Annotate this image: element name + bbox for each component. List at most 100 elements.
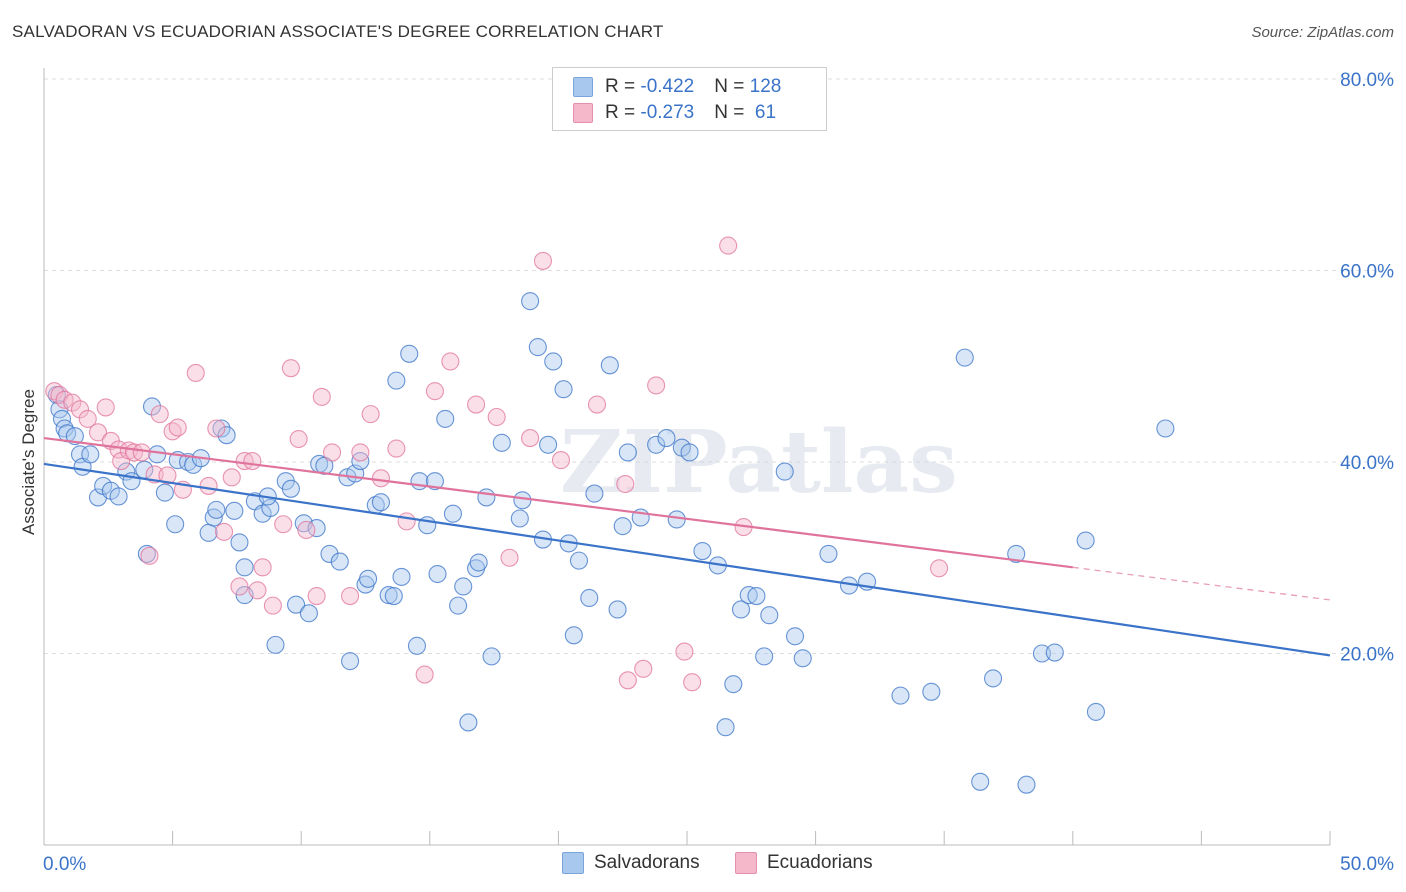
data-point (168, 418, 187, 437)
data-point (55, 419, 74, 438)
data-point (569, 551, 589, 570)
data-point (1076, 531, 1095, 550)
data-point (299, 604, 318, 623)
data-point (521, 429, 540, 448)
legend-row-salvadorans: R = -0.422 N = 128 (573, 75, 781, 99)
y-tick-label: 80.0% (1340, 70, 1394, 91)
data-point (230, 577, 249, 596)
data-point (207, 419, 226, 438)
data-point (477, 488, 496, 507)
data-point (544, 352, 563, 371)
data-point (657, 429, 676, 448)
data-point (361, 405, 380, 424)
data-point (1032, 644, 1051, 663)
data-point (88, 423, 108, 442)
data-point (1156, 419, 1175, 438)
bottom-legend-swatch-salvadorans (562, 852, 584, 874)
data-point (96, 398, 115, 417)
legend-n-label: N = (714, 76, 750, 97)
axes (43, 68, 1331, 846)
data-point (513, 491, 532, 510)
data-point (492, 433, 511, 452)
data-point (140, 546, 159, 565)
data-point (384, 586, 403, 606)
data-point (287, 595, 306, 614)
data-point (150, 405, 169, 424)
data-point (891, 686, 910, 705)
data-point (263, 596, 282, 615)
data-point (680, 443, 699, 462)
data-point (235, 451, 254, 471)
chart-title: SALVADORAN VS ECUADORIAN ASSOCIATE'S DEG… (12, 22, 664, 41)
data-point (500, 548, 519, 567)
data-point (397, 512, 416, 531)
data-point (469, 553, 488, 572)
data-point (724, 675, 743, 694)
data-point (341, 586, 360, 606)
data-point (634, 659, 653, 678)
data-point (739, 586, 758, 605)
data-point (793, 649, 812, 668)
bottom-legend-label: Salvadorans (594, 852, 700, 873)
data-point (585, 484, 604, 503)
legend-swatch-ecuadorians (573, 103, 593, 123)
data-point (81, 445, 100, 464)
data-point (539, 435, 558, 454)
bottom-legend: Salvadorans Ecuadorians (0, 852, 1406, 878)
legend: R = -0.422 N = 128 R = -0.273 N = 61 (552, 67, 827, 131)
data-point (533, 251, 553, 270)
data-point (199, 523, 218, 542)
data-point (166, 515, 185, 534)
data-point (693, 541, 712, 561)
data-point (281, 359, 300, 378)
bottom-legend-salvadorans: Salvadorans (562, 852, 700, 874)
data-point (647, 435, 666, 454)
data-point (608, 600, 627, 619)
tick-labels: 20.0% 40.0% 60.0% 80.0% 0.0% 50.0% (43, 70, 1394, 875)
data-point (312, 387, 331, 406)
legend-row-ecuadorians: R = -0.273 N = 61 (573, 101, 776, 125)
data-point (425, 472, 444, 491)
data-point (755, 647, 774, 666)
data-point (415, 665, 434, 684)
data-point (510, 509, 529, 528)
data-point (1007, 544, 1026, 563)
data-point (441, 352, 460, 371)
legend-r-value: -0.273 (640, 102, 695, 123)
data-point (922, 682, 941, 701)
bottom-legend-ecuadorians: Ecuadorians (735, 852, 873, 874)
data-point (587, 395, 607, 414)
data-point (521, 292, 540, 311)
data-point (551, 451, 571, 470)
data-point (819, 544, 838, 563)
data-point (387, 439, 406, 458)
data-point (675, 642, 694, 661)
data-point (371, 493, 390, 512)
data-point (230, 533, 249, 552)
data-point (1086, 702, 1105, 721)
data-point (248, 581, 267, 600)
data-point (341, 652, 360, 671)
data-point (554, 380, 573, 399)
data-point (359, 569, 378, 588)
data-point (253, 558, 272, 577)
data-point (683, 673, 702, 692)
data-point (289, 429, 308, 449)
data-point (580, 588, 599, 608)
data-point (613, 517, 632, 536)
data-point (600, 356, 619, 375)
trend-line (43, 462, 1331, 657)
legend-n-value: 128 (749, 76, 782, 97)
legend-r-value: -0.422 (640, 76, 695, 97)
legend-r-label: R = (605, 76, 641, 97)
data-point (158, 466, 177, 485)
data-point (731, 600, 751, 619)
x-tick-label: 50.0% (1340, 854, 1394, 875)
data-point (564, 626, 583, 645)
data-point (266, 635, 285, 654)
data-point (222, 468, 241, 487)
y-tick-label: 60.0% (1340, 262, 1394, 283)
legend-r-label: R = (605, 102, 641, 123)
data-point (528, 338, 547, 357)
